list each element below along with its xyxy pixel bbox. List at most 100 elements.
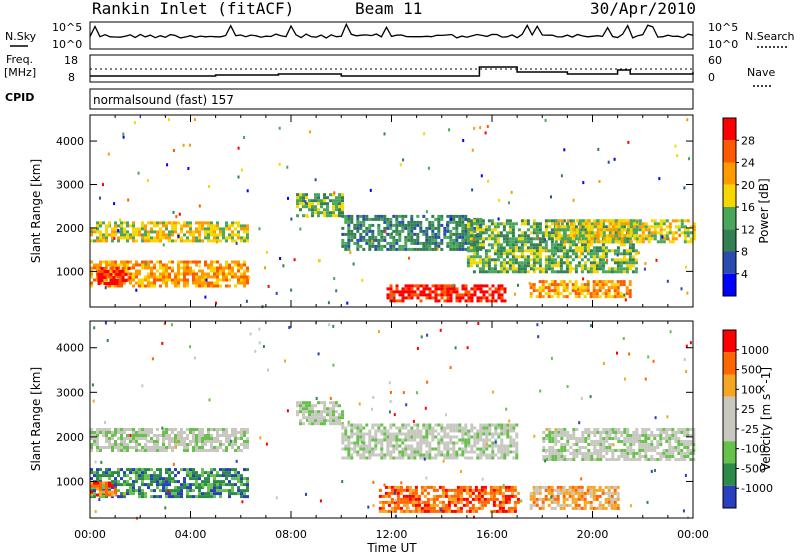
velocity-pixel bbox=[414, 506, 418, 510]
power-pixel bbox=[610, 258, 614, 262]
velocity-pixel bbox=[506, 432, 510, 436]
power-pixel bbox=[314, 205, 317, 209]
power-pixel bbox=[628, 261, 632, 265]
power-pixel bbox=[395, 229, 399, 233]
power-pixel bbox=[517, 264, 521, 268]
power-pixel bbox=[529, 225, 533, 229]
velocity-pixel bbox=[616, 497, 620, 501]
power-pixel bbox=[605, 234, 609, 238]
power-pixel bbox=[114, 221, 117, 225]
power-pixel bbox=[192, 239, 195, 243]
power-pixel bbox=[120, 221, 123, 225]
power-pixel bbox=[243, 230, 246, 234]
power-pixel bbox=[464, 226, 468, 230]
power-pixel bbox=[156, 260, 159, 264]
velocity-pixel bbox=[399, 500, 403, 504]
velocity-pixel bbox=[491, 453, 495, 457]
velocity-pixel bbox=[341, 426, 345, 430]
velocity-pixel bbox=[644, 452, 648, 455]
power-pixel bbox=[237, 278, 240, 282]
power-pixel bbox=[120, 233, 123, 237]
power-pixel bbox=[529, 286, 533, 290]
power-pixel bbox=[356, 244, 360, 248]
power-pixel bbox=[416, 232, 420, 236]
velocity-pixel bbox=[192, 474, 195, 478]
power-pixel bbox=[374, 214, 378, 218]
power-pixel bbox=[455, 290, 459, 294]
power-pixel bbox=[563, 228, 567, 232]
power-pixel bbox=[631, 258, 635, 262]
velocity-pixel bbox=[390, 509, 394, 513]
velocity-pixel bbox=[589, 494, 593, 498]
velocity-pixel bbox=[240, 434, 243, 437]
power-pixel bbox=[431, 296, 435, 300]
power-pixel bbox=[204, 284, 207, 288]
velocity-pixel bbox=[587, 443, 591, 446]
power-pixel bbox=[317, 208, 320, 212]
power-pixel bbox=[198, 224, 201, 228]
power-speckle bbox=[333, 191, 336, 195]
power-pixel bbox=[225, 260, 228, 264]
power-pixel bbox=[117, 284, 120, 288]
power-pixel bbox=[299, 199, 302, 203]
velocity-pixel bbox=[626, 449, 630, 452]
velocity-pixel bbox=[90, 437, 93, 440]
velocity-pixel bbox=[556, 503, 560, 507]
velocity-pixel bbox=[683, 443, 687, 446]
velocity-pixel bbox=[638, 434, 642, 437]
power-pixel bbox=[225, 275, 228, 279]
power-pixel bbox=[647, 234, 651, 238]
velocity-pixel bbox=[353, 444, 357, 448]
velocity-pixel bbox=[544, 494, 548, 498]
velocity-pixel bbox=[581, 434, 585, 437]
velocity-pixel bbox=[344, 438, 348, 442]
power-pixel bbox=[481, 243, 485, 247]
velocity-pixel bbox=[572, 449, 576, 452]
power-pixel bbox=[490, 234, 494, 238]
power-pixel bbox=[517, 255, 521, 259]
power-pixel bbox=[626, 228, 630, 232]
power-pixel bbox=[431, 220, 435, 224]
velocity-pixel bbox=[581, 452, 585, 455]
power-pixel bbox=[469, 237, 473, 241]
power-pixel bbox=[105, 278, 108, 282]
velocity-speckle bbox=[557, 433, 560, 437]
velocity-pixel bbox=[147, 468, 150, 472]
power-pixel bbox=[156, 239, 159, 243]
power-pixel bbox=[440, 214, 444, 218]
velocity-pixel bbox=[470, 447, 474, 451]
power-pixel bbox=[692, 228, 696, 232]
velocity-pixel bbox=[204, 434, 207, 437]
power-pixel bbox=[171, 227, 174, 231]
velocity-pixel bbox=[501, 509, 505, 513]
velocity-pixel bbox=[420, 485, 424, 489]
velocity-pixel bbox=[509, 444, 513, 448]
power-pixel bbox=[476, 284, 480, 288]
power-pixel bbox=[568, 280, 572, 284]
power-pixel bbox=[311, 211, 314, 215]
velocity-pixel bbox=[452, 444, 456, 448]
power-pixel bbox=[625, 249, 629, 253]
power-pixel bbox=[461, 235, 465, 239]
velocity-pixel bbox=[680, 440, 684, 443]
velocity-pixel bbox=[548, 458, 552, 461]
power-pixel bbox=[437, 241, 441, 245]
velocity-pixel bbox=[123, 480, 126, 484]
velocity-pixel bbox=[332, 422, 335, 426]
power-colorbar-segment bbox=[723, 118, 736, 141]
velocity-pixel bbox=[428, 453, 432, 457]
power-pixel bbox=[616, 283, 620, 287]
velocity-pixel bbox=[165, 468, 168, 472]
velocity-pixel bbox=[500, 456, 504, 460]
velocity-pixel bbox=[162, 434, 165, 437]
power-speckle bbox=[199, 239, 201, 243]
velocity-pixel bbox=[547, 488, 551, 492]
power-pixel bbox=[587, 237, 591, 241]
velocity-pixel bbox=[305, 410, 308, 414]
velocity-pixel bbox=[90, 481, 93, 485]
velocity-pixel bbox=[401, 450, 405, 454]
velocity-pixel bbox=[589, 491, 593, 495]
velocity-pixel bbox=[111, 480, 114, 484]
power-pixel bbox=[398, 244, 402, 248]
velocity-pixel bbox=[601, 491, 605, 495]
